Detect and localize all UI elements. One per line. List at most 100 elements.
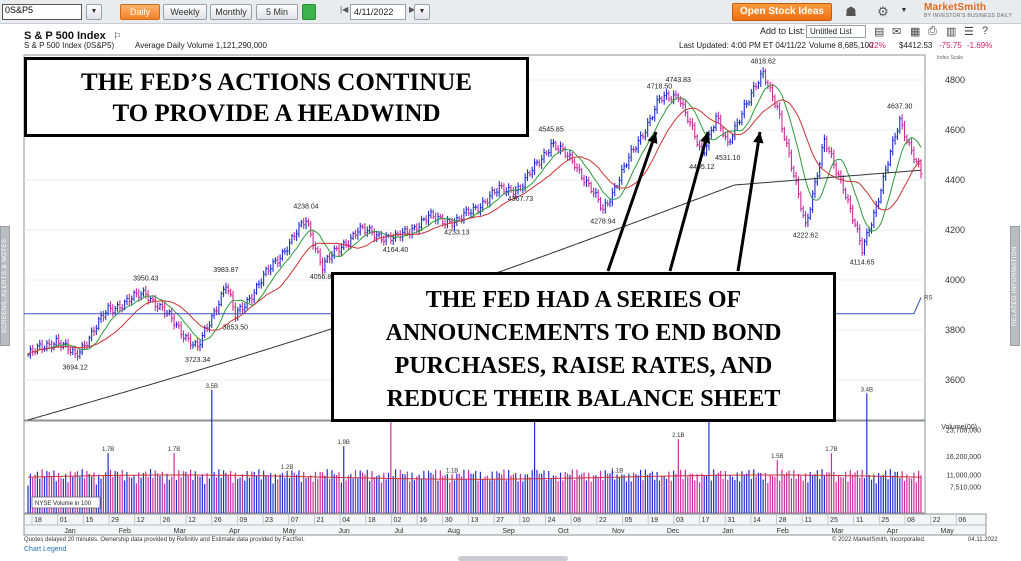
date-tick-label: 17	[702, 517, 710, 524]
date-tick-label: 21	[317, 517, 325, 524]
month-label: Oct	[558, 528, 569, 535]
interval-apply-button[interactable]	[302, 4, 316, 20]
annotation-arrowhead	[647, 132, 658, 144]
list-icon[interactable]: ☰	[964, 26, 974, 38]
date-tick-label: 30	[445, 517, 453, 524]
date-tick-label: 10	[522, 517, 530, 524]
annotation-line: PURCHASES, RAISE RATES, AND	[394, 353, 773, 379]
weekly-button[interactable]: Weekly	[163, 4, 207, 20]
price-label: 4818.62	[750, 58, 775, 65]
date-dropdown-button[interactable]: ▼	[414, 4, 430, 20]
footer-disclaimer: Quotes delayed 20 minutes. Ownership dat…	[24, 537, 305, 543]
date-tick-label: 11	[856, 517, 863, 524]
annotation-fed-announcements: THE FED HAD A SERIES OF ANNOUNCEMENTS TO…	[331, 272, 836, 422]
volume-panel-frame	[23, 420, 926, 514]
date-tick-label: 15	[85, 517, 93, 524]
volume-label: 1.7B	[168, 447, 180, 453]
chart-icon[interactable]: ▥	[946, 26, 957, 38]
price-label: 3723.34	[185, 357, 210, 364]
price-label: 4531.10	[715, 155, 740, 162]
date-tick-label: 08	[907, 517, 915, 524]
date-input[interactable]: 4/11/2022	[350, 4, 406, 20]
date-tick-label: 19	[650, 517, 658, 524]
volume-label: 1.1B	[611, 468, 623, 474]
settings-dropdown-icon[interactable]: ▼	[900, 7, 908, 14]
index-subtitle: S & P 500 Index (0S&P5)	[24, 41, 115, 50]
month-label: Dec	[667, 528, 680, 535]
annotation-line: THE FED’S ACTIONS CONTINUE	[80, 69, 473, 96]
related-tab-label: RELATED INFORMATION	[1012, 246, 1018, 326]
mail-icon[interactable]: ✉	[892, 26, 902, 38]
bottom-scroll-handle[interactable]	[458, 556, 568, 561]
month-label: Jul	[394, 528, 403, 535]
price-change: -75.75	[939, 41, 962, 50]
price-label: 3694.12	[62, 364, 87, 371]
price-label: 4718.50	[647, 83, 672, 90]
volume-label: 1.7B	[102, 447, 114, 453]
date-prev-icon[interactable]: |◀	[340, 5, 349, 14]
chart-tools-icon[interactable]: ▤	[874, 26, 885, 38]
layout-icon[interactable]: ▦	[910, 26, 921, 38]
annotation-line: ANNOUNCEMENTS TO END BOND	[385, 320, 782, 346]
price-axis-tick: 3600	[945, 375, 965, 385]
price-axis-tick: 4800	[945, 75, 965, 85]
monthly-button[interactable]: Monthly	[210, 4, 252, 20]
month-label: Jun	[338, 528, 349, 535]
date-tick-label: 03	[676, 517, 684, 524]
flag-icon[interactable]: ⚐	[113, 31, 122, 41]
open-stock-ideas-button[interactable]: Open Stock Ideas	[732, 3, 832, 21]
daily-button[interactable]: Daily	[120, 4, 160, 20]
date-tick-label: 24	[548, 517, 556, 524]
month-label: Mar	[174, 528, 187, 535]
date-tick-label: 26	[214, 517, 222, 524]
date-tick-label: 22	[933, 517, 941, 524]
price-axis-tick: 4600	[945, 125, 965, 135]
date-tick-label: 01	[60, 517, 68, 524]
info-row: S & P 500 Index (0S&P5) Average Daily Vo…	[24, 41, 1014, 52]
volume-value: Volume 8,685,100	[809, 41, 874, 50]
date-tick-label: 29	[111, 517, 119, 524]
price-label: 3950.43	[133, 275, 158, 282]
help-icon[interactable]: ?	[982, 25, 989, 37]
date-tick-label: 25	[830, 517, 838, 524]
print-icon[interactable]: ⎙	[928, 25, 937, 37]
date-next-icon[interactable]: ▶|	[409, 5, 417, 14]
annotation-arrow	[668, 131, 710, 272]
chart-legend-link[interactable]: Chart Legend	[24, 546, 67, 553]
marketsmith-logo: MarketSmith BY INVESTOR'S BUSINESS DAILY	[924, 2, 1020, 22]
price-label: 4743.83	[666, 77, 691, 84]
date-tick-label: 28	[779, 517, 787, 524]
date-tick-label: 12	[188, 517, 196, 524]
screens-alerts-notes-tab[interactable]: SCREENS, ALERTS & NOTES	[0, 226, 10, 346]
list-select[interactable]: Untitled List	[806, 25, 866, 38]
symbol-dropdown-button[interactable]: ▼	[86, 4, 102, 20]
month-label: May	[283, 528, 297, 535]
alert-icon[interactable]: ☗	[845, 4, 857, 19]
brand-name: MarketSmith	[924, 2, 987, 13]
annotation-arrow	[736, 131, 762, 272]
price-label: 4164.40	[383, 247, 408, 254]
symbol-input[interactable]: 0S&P5	[2, 4, 82, 20]
volume-change: -22%	[867, 41, 886, 50]
date-tick-label: 07	[291, 517, 299, 524]
page-title: S & P 500 Index	[24, 30, 106, 42]
related-information-tab[interactable]: RELATED INFORMATION	[1010, 226, 1020, 346]
date-tick-label: 08	[573, 517, 581, 524]
volume-legend-box	[31, 496, 101, 509]
annotation-line: TO PROVIDE A HEADWIND	[112, 100, 441, 127]
footer-date: 04.11.2022	[968, 537, 998, 543]
price-label: 3853.50	[223, 325, 248, 332]
price-label: 4222.62	[793, 232, 818, 239]
avg-volume: Average Daily Volume 1,121,290,000	[135, 41, 267, 50]
gear-icon[interactable]: ⚙	[877, 4, 889, 19]
annotation-arrowhead	[753, 132, 764, 144]
volume-label: 2.1B	[672, 433, 684, 439]
interval-select[interactable]: 5 Min	[256, 4, 298, 20]
price-label: 4545.85	[538, 127, 563, 134]
screens-tab-label: SCREENS, ALERTS & NOTES	[2, 238, 8, 334]
date-tick-label: 11	[805, 517, 812, 524]
date-tick-label: 18	[34, 517, 42, 524]
month-label: Apr	[887, 528, 899, 535]
price-axis-tick: 4400	[945, 175, 965, 185]
month-label: Feb	[777, 528, 789, 535]
